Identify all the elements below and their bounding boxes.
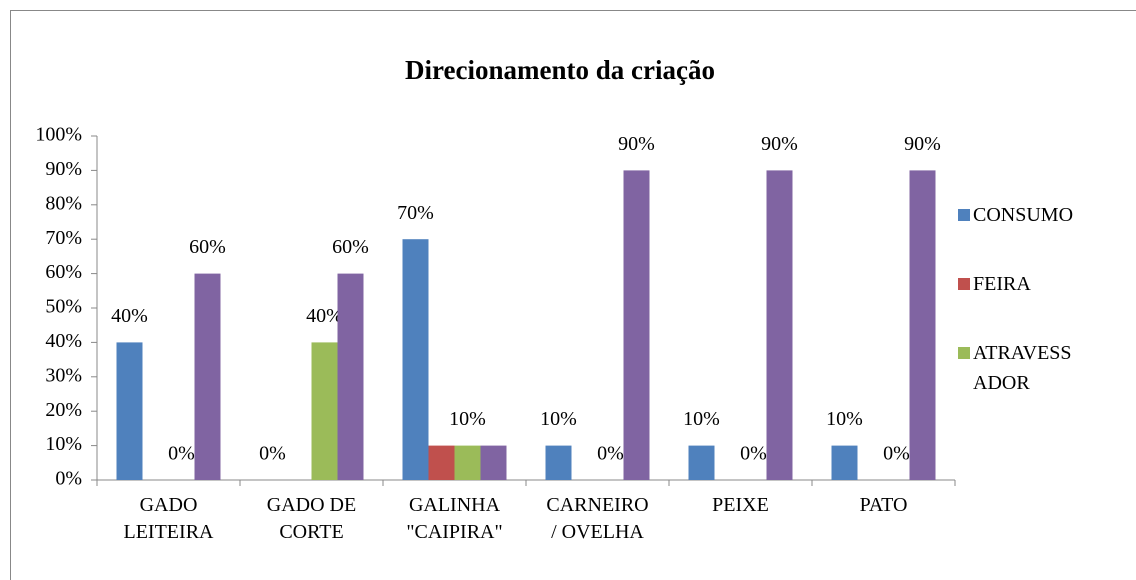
legend-label: CONSUMO xyxy=(973,204,1074,226)
x-tick-label: GALINHA "CAIPIRA" xyxy=(406,494,503,543)
y-tick-label: 0% xyxy=(55,468,82,490)
x-tick-label: GADO DE CORTE xyxy=(266,494,357,543)
data-label: 70% xyxy=(397,202,434,224)
data-label: 0% xyxy=(740,443,767,465)
legend-swatch xyxy=(958,209,970,221)
data-label: 40% xyxy=(111,305,148,327)
data-label: 0% xyxy=(168,443,195,465)
bar xyxy=(116,342,143,480)
bar xyxy=(311,342,338,480)
y-tick-label: 70% xyxy=(45,227,82,249)
chart-title: Direcionamento da criação xyxy=(405,55,715,85)
legend-swatch xyxy=(958,347,970,359)
data-label: 0% xyxy=(883,443,910,465)
bar xyxy=(766,170,793,480)
y-tick-label: 80% xyxy=(45,192,82,214)
data-label: 60% xyxy=(189,236,226,258)
bar xyxy=(909,170,936,480)
x-tick-label: CARNEIRO / OVELHA xyxy=(546,494,649,543)
bar xyxy=(545,445,572,480)
x-tick-label: PATO xyxy=(859,494,908,516)
data-label: 10% xyxy=(449,408,486,430)
y-tick-label: 60% xyxy=(45,261,82,283)
data-label: 10% xyxy=(683,408,720,430)
bar xyxy=(337,273,364,480)
data-label: 0% xyxy=(259,443,286,465)
bar xyxy=(623,170,650,480)
bar xyxy=(402,239,429,480)
y-tick-label: 90% xyxy=(45,158,82,180)
x-tick-label: PEIXE xyxy=(712,494,769,516)
legend-label: ATRAVESSADOR xyxy=(973,342,1072,394)
legend-swatch xyxy=(958,278,970,290)
x-tick-label: GADO LEITEIRA xyxy=(123,494,214,543)
y-tick-label: 30% xyxy=(45,364,82,386)
data-label: 40% xyxy=(306,305,343,327)
bar xyxy=(831,445,858,480)
bar xyxy=(194,273,221,480)
y-tick-label: 100% xyxy=(35,124,82,146)
bar xyxy=(428,445,455,480)
bar xyxy=(454,445,481,480)
data-label: 10% xyxy=(826,408,863,430)
bar xyxy=(480,445,507,480)
data-label: 90% xyxy=(618,133,655,155)
data-label: 90% xyxy=(904,133,941,155)
data-label: 10% xyxy=(540,408,577,430)
data-label: 0% xyxy=(597,443,624,465)
legend-label: FEIRA xyxy=(973,273,1031,295)
y-tick-label: 50% xyxy=(45,296,82,318)
data-label: 90% xyxy=(761,133,798,155)
data-label: 60% xyxy=(332,236,369,258)
bar xyxy=(688,445,715,480)
chart-frame xyxy=(10,10,1136,580)
y-tick-label: 10% xyxy=(45,433,82,455)
y-tick-label: 20% xyxy=(45,399,82,421)
y-tick-label: 40% xyxy=(45,330,82,352)
